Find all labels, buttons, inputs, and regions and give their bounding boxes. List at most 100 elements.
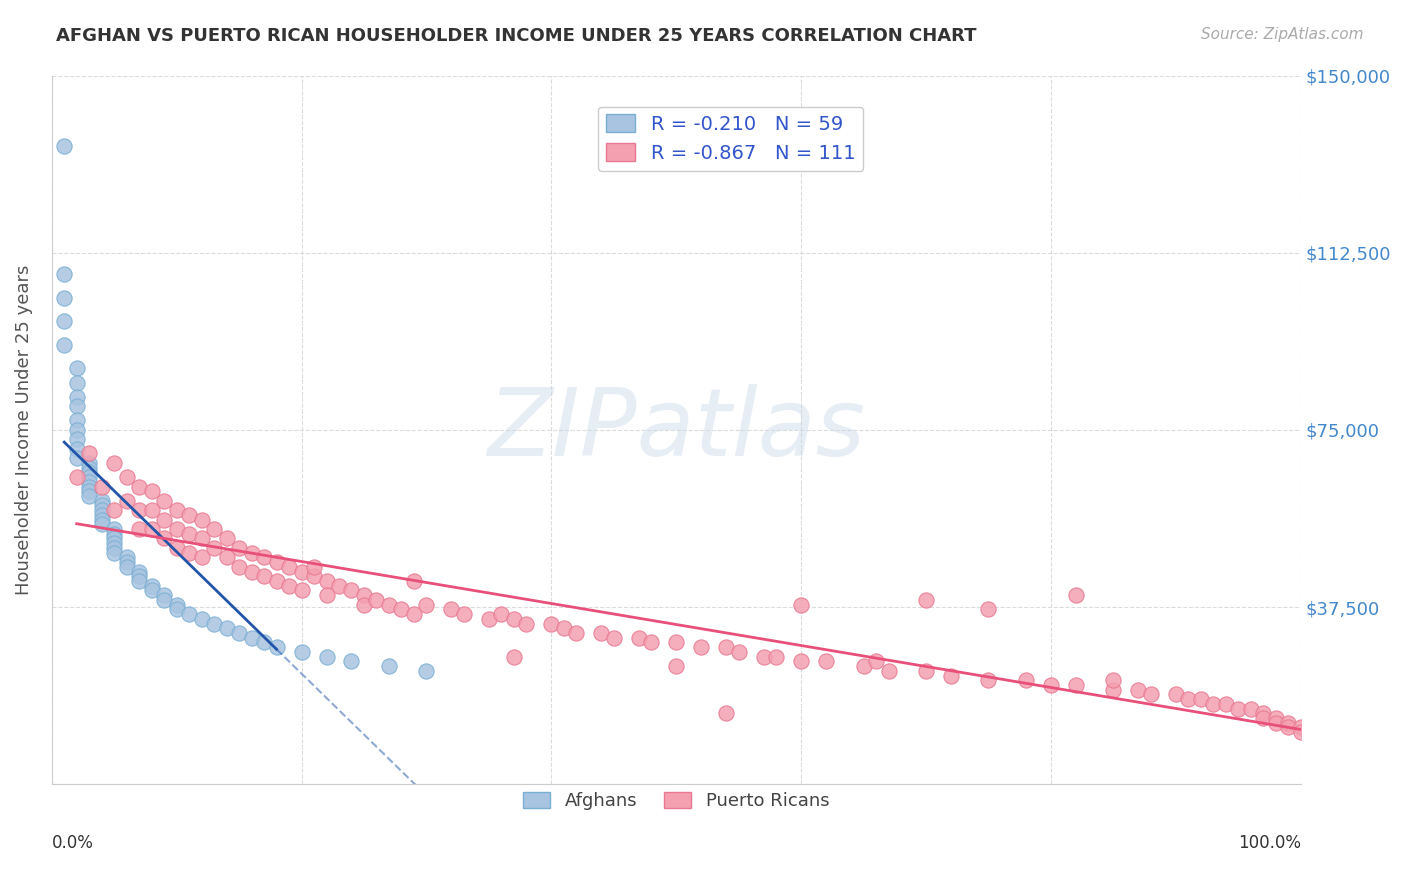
Point: [90, 499, 112, 513]
Point: [141, 583, 163, 598]
Point: [415, 598, 437, 612]
Point: [166, 541, 188, 555]
Point: [690, 640, 713, 655]
Point: [627, 631, 650, 645]
Point: [315, 574, 337, 588]
Point: [415, 664, 437, 678]
Point: [90, 508, 112, 522]
Point: [228, 559, 250, 574]
Point: [190, 532, 212, 546]
Point: [240, 546, 263, 560]
Point: [141, 579, 163, 593]
Point: [179, 508, 201, 522]
Point: [66, 442, 89, 456]
Point: [215, 532, 238, 546]
Point: [302, 559, 325, 574]
Text: ZIPatlas: ZIPatlas: [488, 384, 865, 475]
Point: [153, 593, 176, 607]
Point: [378, 598, 401, 612]
Point: [1102, 682, 1125, 697]
Point: [153, 532, 176, 546]
Point: [90, 479, 112, 493]
Point: [915, 664, 938, 678]
Point: [77, 484, 100, 499]
Point: [290, 583, 312, 598]
Point: [714, 640, 737, 655]
Point: [103, 456, 125, 470]
Point: [103, 546, 125, 560]
Point: [66, 470, 89, 484]
Point: [77, 456, 100, 470]
Point: [1064, 678, 1087, 692]
Point: [665, 659, 688, 673]
Point: [202, 522, 225, 536]
Text: 0.0%: 0.0%: [52, 834, 94, 852]
Point: [141, 503, 163, 517]
Point: [553, 621, 575, 635]
Point: [790, 654, 813, 668]
Point: [790, 598, 813, 612]
Point: [453, 607, 475, 621]
Point: [166, 598, 188, 612]
Point: [1215, 697, 1237, 711]
Point: [66, 451, 89, 466]
Point: [240, 631, 263, 645]
Point: [1164, 687, 1187, 701]
Point: [115, 493, 138, 508]
Point: [166, 503, 188, 517]
Point: [1264, 711, 1286, 725]
Point: [540, 616, 562, 631]
Point: [1240, 701, 1263, 715]
Point: [402, 574, 425, 588]
Point: [66, 361, 89, 376]
Point: [77, 466, 100, 480]
Point: [515, 616, 537, 631]
Point: [66, 413, 89, 427]
Point: [302, 569, 325, 583]
Point: [328, 579, 350, 593]
Point: [714, 706, 737, 721]
Point: [266, 574, 288, 588]
Text: 100.0%: 100.0%: [1237, 834, 1301, 852]
Point: [977, 673, 1000, 688]
Point: [815, 654, 838, 668]
Point: [103, 532, 125, 546]
Point: [128, 569, 150, 583]
Point: [141, 522, 163, 536]
Point: [66, 399, 89, 413]
Point: [141, 484, 163, 499]
Point: [90, 503, 112, 517]
Point: [115, 559, 138, 574]
Point: [90, 493, 112, 508]
Point: [179, 607, 201, 621]
Point: [1102, 673, 1125, 688]
Point: [391, 602, 413, 616]
Point: [77, 460, 100, 475]
Point: [315, 649, 337, 664]
Point: [202, 616, 225, 631]
Point: [53, 338, 76, 352]
Point: [128, 479, 150, 493]
Point: [90, 513, 112, 527]
Point: [66, 432, 89, 446]
Point: [278, 559, 301, 574]
Point: [190, 550, 212, 565]
Point: [53, 291, 76, 305]
Point: [179, 526, 201, 541]
Point: [115, 470, 138, 484]
Point: [1277, 715, 1299, 730]
Point: [1251, 706, 1274, 721]
Point: [77, 489, 100, 503]
Point: [202, 541, 225, 555]
Point: [440, 602, 463, 616]
Point: [565, 626, 588, 640]
Point: [103, 526, 125, 541]
Point: [402, 607, 425, 621]
Point: [353, 588, 375, 602]
Point: [1189, 692, 1212, 706]
Point: [1139, 687, 1161, 701]
Point: [103, 536, 125, 550]
Point: [491, 607, 513, 621]
Point: [166, 602, 188, 616]
Point: [290, 565, 312, 579]
